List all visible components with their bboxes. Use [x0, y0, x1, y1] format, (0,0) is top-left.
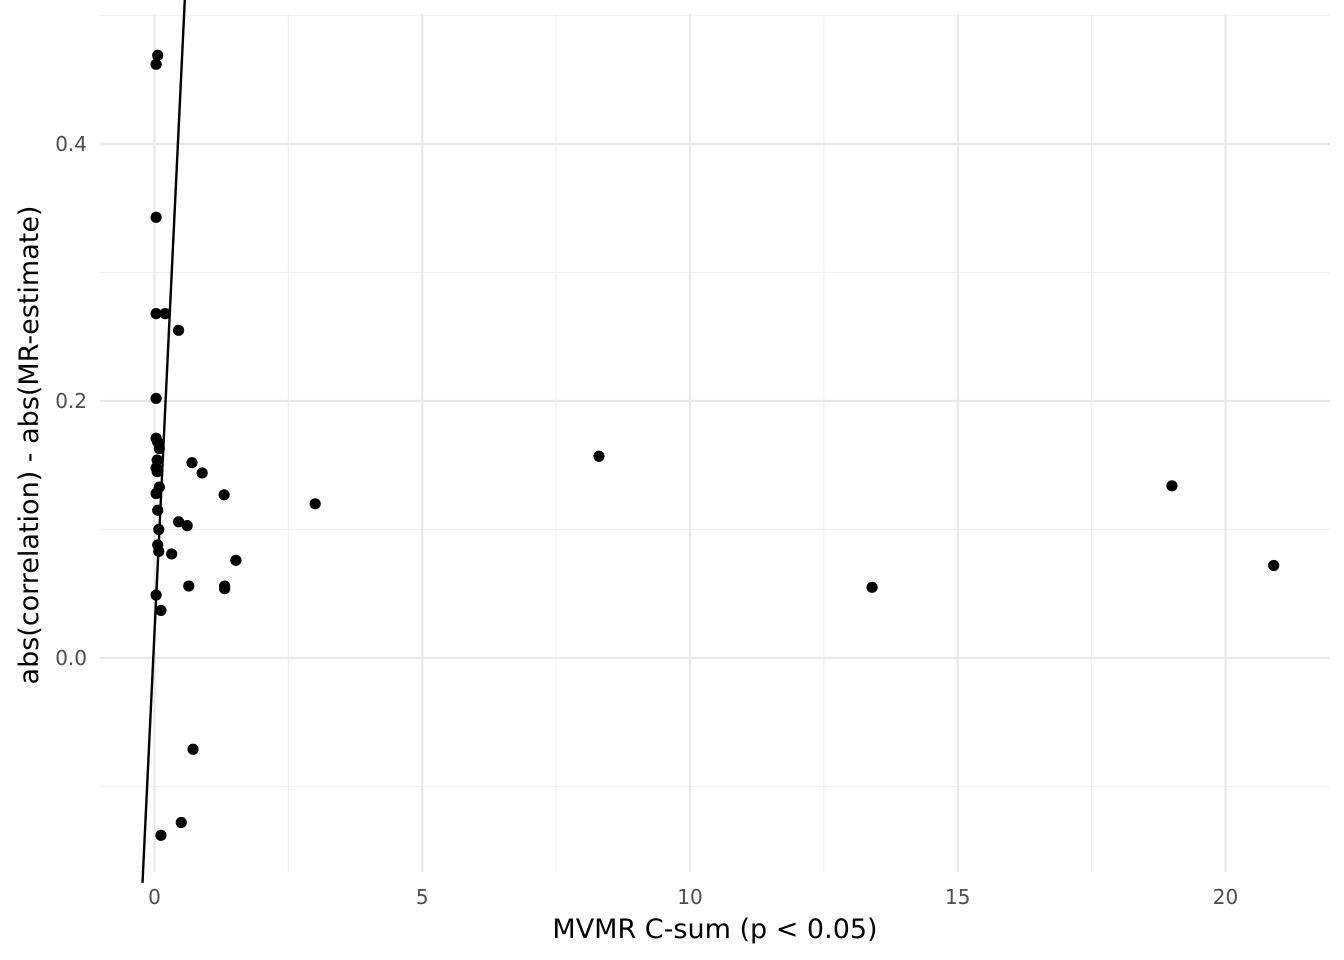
x-tick-label: 5: [416, 885, 429, 909]
data-point: [187, 743, 199, 755]
data-point: [219, 583, 231, 595]
x-tick-label: 10: [677, 885, 702, 909]
data-point: [166, 548, 178, 560]
data-point: [150, 487, 162, 500]
data-point: [151, 466, 163, 478]
x-axis-tick-labels: 0 5 10 15 20: [148, 885, 1238, 909]
data-point: [175, 816, 187, 829]
data-point: [152, 49, 164, 61]
y-axis-title: abs(correlation) - abs(MR-estimate): [14, 206, 45, 685]
data-point: [186, 457, 198, 469]
major-gridlines: [100, 14, 1330, 872]
x-axis-title: MVMR C-sum (p < 0.05): [552, 914, 877, 945]
regression-line: [141, 0, 186, 883]
data-point: [155, 829, 167, 841]
data-point: [196, 467, 208, 479]
data-point: [152, 504, 164, 516]
data-point: [172, 324, 185, 336]
data-point: [183, 580, 195, 592]
y-tick-label: 0.2: [55, 389, 87, 413]
x-tick-label: 15: [945, 885, 970, 909]
data-point: [150, 58, 162, 70]
data-point: [153, 523, 165, 536]
data-point: [866, 581, 878, 593]
data-point: [153, 545, 165, 557]
minor-gridlines: [100, 14, 1330, 872]
data-point: [150, 589, 162, 601]
y-tick-label: 0.4: [55, 132, 87, 156]
data-point: [593, 450, 605, 462]
data-point: [172, 516, 185, 528]
reference-line-layer: [141, 0, 186, 883]
data-point: [181, 520, 193, 532]
data-point: [150, 308, 162, 320]
y-tick-label: 0.0: [55, 646, 87, 670]
y-axis-tick-labels: 0.0 0.2 0.4: [55, 132, 87, 670]
data-point: [309, 498, 321, 510]
data-point: [150, 211, 162, 223]
data-point: [155, 604, 167, 617]
data-point: [153, 442, 165, 455]
x-tick-label: 20: [1213, 885, 1238, 909]
data-point: [1268, 559, 1280, 572]
data-point: [159, 308, 171, 320]
data-points: [150, 49, 1280, 841]
x-tick-label: 0: [148, 885, 161, 909]
data-point: [230, 554, 242, 566]
data-point: [218, 489, 230, 501]
data-point: [1166, 480, 1178, 492]
data-point: [150, 392, 162, 405]
